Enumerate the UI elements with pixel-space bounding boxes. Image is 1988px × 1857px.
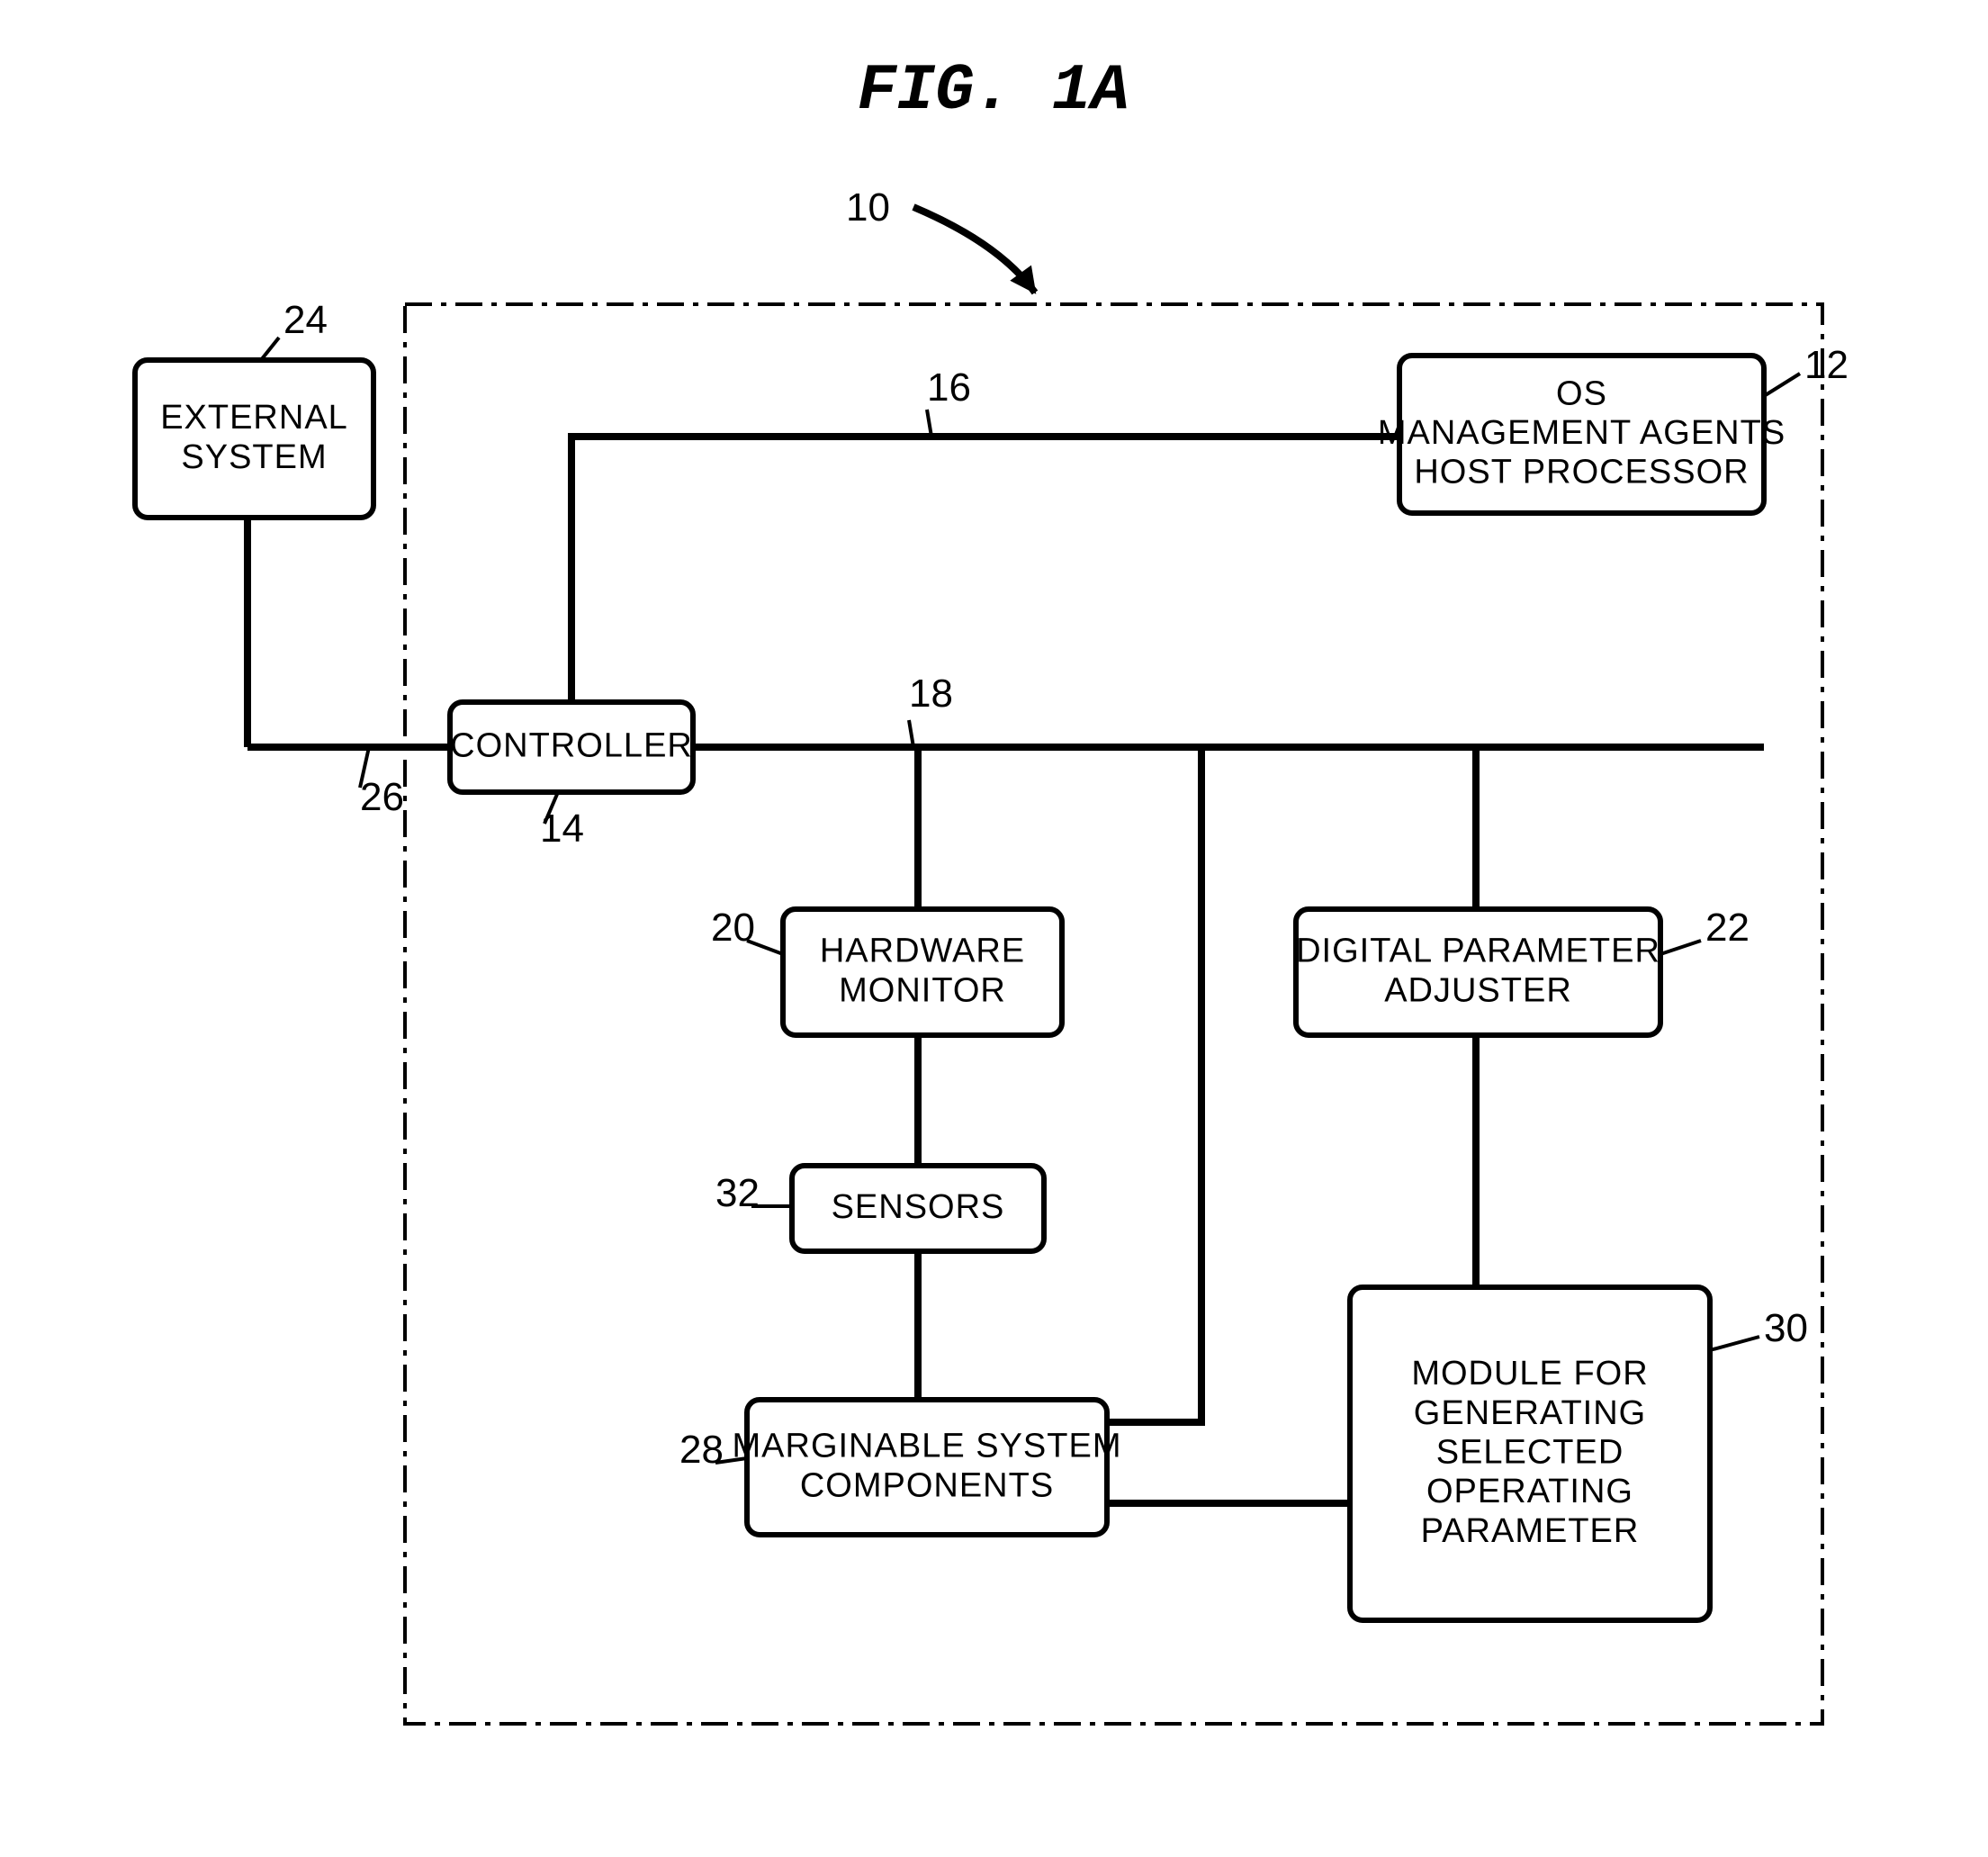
ref-10: 10	[846, 185, 890, 230]
ref-30: 30	[1764, 1306, 1808, 1350]
node-dpa-label-0: DIGITAL PARAMETER	[1296, 933, 1660, 970]
nodes-group: EXTERNALSYSTEM CONTROLLER OSMANAGEMENT AGE…	[135, 356, 1786, 1620]
ref-18: 18	[909, 672, 953, 716]
node-sensors: SENSORS	[792, 1166, 1044, 1251]
node-hwmon-label-0: HARDWARE	[820, 933, 1025, 970]
node-os-label-2: HOST PROCESSOR	[1414, 454, 1749, 491]
ref-32: 32	[715, 1171, 760, 1215]
node-module-label-1: GENERATING	[1414, 1394, 1646, 1432]
ref-20: 20	[711, 906, 755, 950]
ref-24: 24	[283, 298, 328, 342]
node-os-label-0: OS	[1556, 374, 1607, 412]
node-module-label-3: OPERATING	[1426, 1473, 1633, 1510]
ref-22: 22	[1705, 906, 1750, 950]
leader-16	[927, 410, 931, 437]
node-marginable-label-0: MARGINABLE SYSTEM	[733, 1428, 1122, 1465]
node-marginable: MARGINABLE SYSTEMCOMPONENTS	[733, 1400, 1122, 1535]
node-module-label-2: SELECTED	[1436, 1433, 1624, 1471]
ref-26: 26	[360, 775, 404, 819]
ref-arrow-10	[913, 207, 1035, 293]
ref-14: 14	[540, 807, 584, 851]
ref-12: 12	[1804, 343, 1849, 387]
leader-12	[1764, 374, 1800, 396]
leader-30	[1710, 1337, 1759, 1350]
node-os: OSMANAGEMENT AGENTSHOST PROCESSOR	[1378, 356, 1786, 513]
node-controller-label-0: CONTROLLER	[450, 726, 693, 764]
node-external-label-1: SYSTEM	[181, 438, 327, 476]
wire-ctrl-up-to-os-h	[571, 437, 1399, 702]
node-controller: CONTROLLER	[450, 702, 693, 792]
ref-28: 28	[679, 1428, 724, 1472]
leader-18	[909, 720, 913, 747]
node-os-label-1: MANAGEMENT AGENTS	[1378, 414, 1786, 452]
node-module: MODULE FORGENERATINGSELECTEDOPERATINGPAR…	[1350, 1287, 1710, 1620]
figure-title: FIG. 1A	[858, 54, 1129, 128]
node-external-label-0: EXTERNAL	[160, 399, 348, 437]
node-dpa: DIGITAL PARAMETERADJUSTER	[1296, 909, 1660, 1035]
ref-16: 16	[927, 365, 971, 410]
wire-marg-up-to-bus	[1107, 747, 1201, 1422]
node-sensors-label-0: SENSORS	[832, 1188, 1005, 1226]
leader-24	[261, 338, 279, 360]
leader-22	[1660, 941, 1701, 954]
node-module-label-0: MODULE FOR	[1411, 1355, 1648, 1393]
node-dpa-label-1: ADJUSTER	[1384, 971, 1572, 1009]
node-marginable-label-1: COMPONENTS	[800, 1466, 1054, 1504]
node-external: EXTERNALSYSTEM	[135, 360, 373, 518]
figure-1a: FIG. 1A EXTERNALSYSTEM CONTROLLER OSMANAGE…	[0, 0, 1988, 1857]
node-module-label-4: PARAMETER	[1421, 1512, 1640, 1550]
node-hwmon: HARDWAREMONITOR	[783, 909, 1062, 1035]
node-hwmon-label-1: MONITOR	[839, 971, 1006, 1009]
